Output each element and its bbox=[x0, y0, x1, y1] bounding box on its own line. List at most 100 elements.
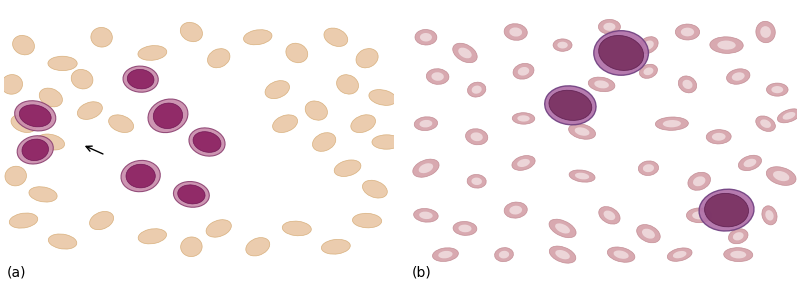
Ellipse shape bbox=[414, 117, 438, 131]
Ellipse shape bbox=[313, 133, 336, 151]
Ellipse shape bbox=[413, 159, 439, 177]
Ellipse shape bbox=[655, 117, 688, 130]
Ellipse shape bbox=[510, 206, 522, 214]
Ellipse shape bbox=[453, 221, 477, 235]
Ellipse shape bbox=[603, 23, 615, 31]
Ellipse shape bbox=[356, 49, 378, 68]
Ellipse shape bbox=[71, 69, 93, 89]
Ellipse shape bbox=[760, 26, 771, 38]
Ellipse shape bbox=[17, 136, 54, 164]
Ellipse shape bbox=[126, 164, 155, 188]
Ellipse shape bbox=[243, 30, 272, 45]
Ellipse shape bbox=[19, 105, 51, 127]
Ellipse shape bbox=[29, 187, 57, 202]
Ellipse shape bbox=[760, 119, 771, 128]
Ellipse shape bbox=[510, 27, 522, 37]
Text: (a): (a) bbox=[6, 265, 26, 279]
Ellipse shape bbox=[673, 251, 686, 258]
Ellipse shape bbox=[286, 43, 308, 63]
Ellipse shape bbox=[718, 40, 736, 50]
Ellipse shape bbox=[712, 133, 726, 141]
Ellipse shape bbox=[265, 81, 290, 99]
Ellipse shape bbox=[494, 248, 514, 262]
Ellipse shape bbox=[569, 124, 595, 139]
Ellipse shape bbox=[730, 251, 746, 258]
Ellipse shape bbox=[594, 80, 609, 88]
Ellipse shape bbox=[13, 36, 34, 55]
Ellipse shape bbox=[471, 178, 482, 185]
Ellipse shape bbox=[692, 211, 706, 219]
Ellipse shape bbox=[154, 103, 182, 129]
Ellipse shape bbox=[642, 229, 655, 239]
Ellipse shape bbox=[603, 210, 615, 220]
Ellipse shape bbox=[189, 128, 225, 156]
Ellipse shape bbox=[22, 139, 49, 161]
Ellipse shape bbox=[91, 27, 112, 47]
Ellipse shape bbox=[353, 213, 382, 228]
Ellipse shape bbox=[771, 86, 783, 93]
Ellipse shape bbox=[756, 116, 775, 132]
Ellipse shape bbox=[470, 132, 482, 141]
Ellipse shape bbox=[733, 232, 744, 240]
Ellipse shape bbox=[675, 24, 700, 40]
Ellipse shape bbox=[782, 112, 795, 120]
Ellipse shape bbox=[662, 120, 681, 127]
Ellipse shape bbox=[574, 127, 590, 136]
Ellipse shape bbox=[643, 164, 654, 172]
Ellipse shape bbox=[466, 129, 488, 145]
Ellipse shape bbox=[512, 113, 534, 124]
Ellipse shape bbox=[693, 176, 706, 186]
Ellipse shape bbox=[705, 194, 749, 227]
Ellipse shape bbox=[517, 159, 530, 167]
Ellipse shape bbox=[453, 43, 477, 63]
Ellipse shape bbox=[467, 82, 486, 97]
Ellipse shape bbox=[667, 248, 692, 261]
Ellipse shape bbox=[678, 76, 697, 93]
Ellipse shape bbox=[121, 160, 160, 192]
Ellipse shape bbox=[598, 207, 620, 224]
Ellipse shape bbox=[472, 86, 482, 94]
Ellipse shape bbox=[419, 212, 433, 219]
Ellipse shape bbox=[558, 42, 568, 49]
Ellipse shape bbox=[637, 225, 660, 243]
Ellipse shape bbox=[688, 172, 710, 190]
Ellipse shape bbox=[362, 180, 387, 198]
Ellipse shape bbox=[575, 173, 590, 180]
Ellipse shape bbox=[273, 115, 298, 132]
Ellipse shape bbox=[638, 37, 658, 54]
Ellipse shape bbox=[193, 132, 221, 152]
Ellipse shape bbox=[174, 182, 210, 207]
Ellipse shape bbox=[305, 101, 327, 120]
Ellipse shape bbox=[643, 40, 654, 50]
Ellipse shape bbox=[699, 189, 754, 231]
Ellipse shape bbox=[433, 248, 458, 261]
Ellipse shape bbox=[555, 250, 570, 259]
Ellipse shape bbox=[607, 247, 635, 262]
Ellipse shape bbox=[594, 31, 649, 75]
Ellipse shape bbox=[518, 67, 530, 76]
Ellipse shape bbox=[11, 115, 36, 132]
Text: (b): (b) bbox=[412, 265, 432, 279]
Ellipse shape bbox=[550, 246, 576, 263]
Ellipse shape bbox=[178, 185, 205, 204]
Ellipse shape bbox=[756, 21, 775, 43]
Ellipse shape bbox=[588, 77, 615, 92]
Ellipse shape bbox=[458, 225, 471, 232]
Ellipse shape bbox=[337, 75, 358, 94]
Ellipse shape bbox=[181, 237, 202, 257]
Ellipse shape bbox=[504, 24, 527, 40]
Ellipse shape bbox=[766, 167, 796, 185]
Ellipse shape bbox=[681, 28, 694, 36]
Ellipse shape bbox=[710, 37, 743, 53]
Ellipse shape bbox=[14, 101, 56, 131]
Ellipse shape bbox=[639, 64, 658, 78]
Ellipse shape bbox=[246, 238, 270, 256]
Ellipse shape bbox=[773, 171, 790, 181]
Ellipse shape bbox=[372, 135, 402, 149]
Ellipse shape bbox=[732, 72, 745, 81]
Ellipse shape bbox=[553, 39, 572, 51]
Ellipse shape bbox=[148, 99, 188, 133]
Ellipse shape bbox=[518, 115, 530, 122]
Ellipse shape bbox=[778, 109, 800, 123]
Ellipse shape bbox=[545, 86, 596, 125]
